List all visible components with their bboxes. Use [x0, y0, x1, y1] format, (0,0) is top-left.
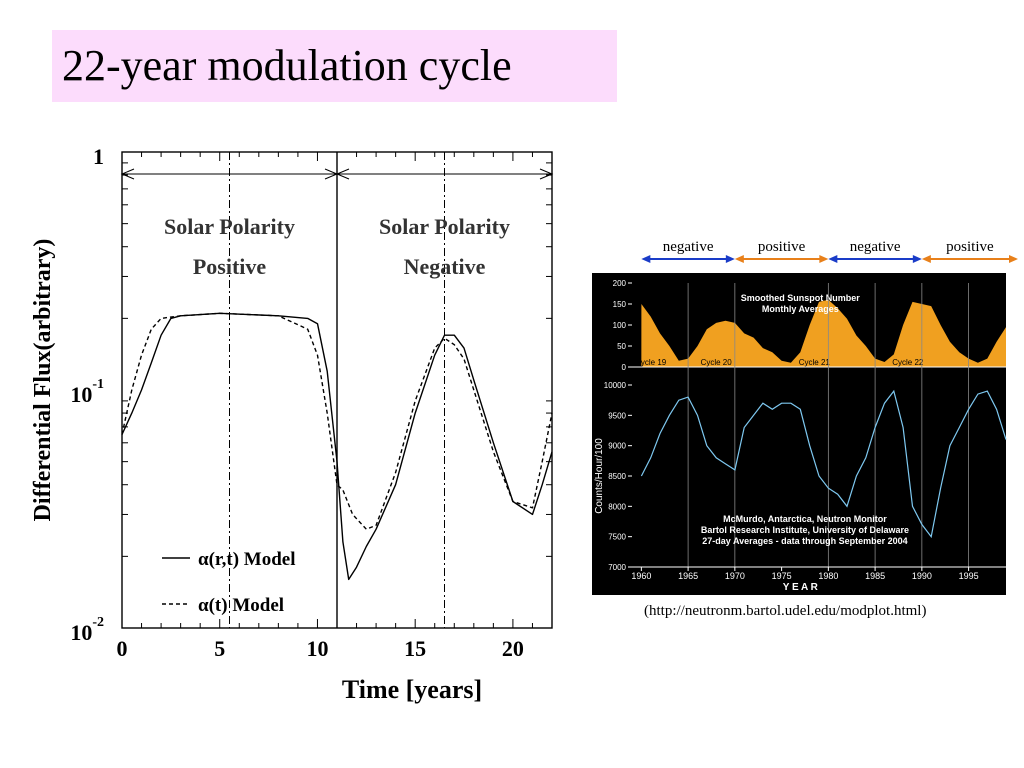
polarity-label: negative [663, 239, 714, 255]
sunspot-y-tick-label: 100 [613, 321, 627, 330]
polarity-label: positive [758, 239, 806, 255]
cycle-label: Cycle 19 [635, 358, 667, 367]
sunspot-neutron-chart: negative positive negative positive 0 50 100 15… [592, 239, 1018, 595]
region-label-line2: Negative [404, 254, 486, 279]
polarity-arrowhead [734, 255, 744, 263]
region-arrowhead-left [335, 168, 350, 180]
year-tick-label: 1980 [818, 571, 838, 581]
sunspot-title-line2: Monthly Averages [762, 304, 839, 314]
x-tick-label: 0 [117, 636, 128, 661]
slide-title: 22-year modulation cycle [62, 41, 512, 90]
legend-text: α(r,t) Model [198, 549, 296, 570]
year-axis-label: Y E A R [783, 582, 819, 593]
year-tick-label: 1970 [725, 571, 745, 581]
x-tick-label: 20 [502, 636, 524, 661]
sunspot-area [641, 299, 1006, 367]
neutron-annotation: 27-day Averages - data through September… [702, 536, 907, 546]
sunspot-y-tick-label: 0 [622, 363, 627, 372]
cycle-label: Cycle 22 [892, 358, 924, 367]
polarity-label: positive [946, 239, 994, 255]
region-label-line1: Solar Polarity [164, 214, 295, 239]
y-tick-label: 10-2 [70, 615, 104, 645]
neutron-y-tick-label: 7500 [608, 533, 626, 542]
y-axis-label: Differential Flux(arbitrary) [30, 239, 56, 522]
region-arrowhead-left [120, 168, 135, 180]
year-tick-label: 1985 [865, 571, 885, 581]
legend-text: α(t) Model [198, 595, 284, 616]
y-tick-label: 10-1 [70, 377, 104, 407]
polarity-arrowhead [1009, 255, 1018, 263]
neutron-annotation: McMurdo, Antarctica, Neutron Monitor [723, 514, 887, 524]
polarity-arrowhead [641, 255, 651, 263]
x-tick-label: 10 [306, 636, 328, 661]
sunspot-y-tick-label: 200 [613, 279, 627, 288]
year-tick-label: 1965 [678, 571, 698, 581]
neutron-annotation: Bartol Research Institute, University of… [701, 525, 909, 535]
sunspot-title-line1: Smoothed Sunspot Number [741, 293, 860, 303]
neutron-count-line [640, 389, 1007, 539]
region-arrowhead-right [539, 168, 554, 180]
title-box: 22-year modulation cycle [52, 30, 617, 102]
series-line [121, 312, 553, 581]
neutron-y-tick-label: 8000 [608, 502, 626, 511]
sunspot-y-tick-label: 50 [617, 342, 626, 351]
cycle-label: Cycle 21 [799, 358, 831, 367]
sunspot-y-tick-label: 150 [613, 300, 627, 309]
year-tick-label: 1995 [959, 571, 979, 581]
neutron-y-axis-label: Counts/Hour/100 [594, 438, 605, 514]
year-tick-label: 1960 [631, 571, 651, 581]
polarity-arrowhead [725, 255, 735, 263]
polarity-label: negative [850, 239, 901, 255]
y-tick-label: 1 [93, 144, 104, 169]
x-tick-label: 15 [404, 636, 426, 661]
x-tick-label: 5 [214, 636, 225, 661]
series-line [121, 312, 553, 530]
polarity-arrowhead [828, 255, 838, 263]
region-label-line1: Solar Polarity [379, 214, 510, 239]
year-tick-label: 1975 [772, 571, 792, 581]
neutron-y-tick-label: 7000 [608, 563, 626, 572]
source-citation: (http://neutronm.bartol.udel.edu/modplot… [644, 603, 927, 619]
chart-background [592, 273, 1006, 595]
neutron-y-tick-label: 9500 [608, 411, 626, 420]
cycle-label: Cycle 20 [701, 358, 733, 367]
flux-chart: 1 10-1 10-2 0 5 10 15 20 Time [years] Differentia… [30, 144, 554, 704]
polarity-arrowhead [921, 255, 931, 263]
x-axis-label: Time [years] [342, 675, 482, 704]
neutron-y-tick-label: 8500 [608, 472, 626, 481]
region-label-line2: Positive [193, 254, 267, 279]
neutron-y-tick-label: 9000 [608, 442, 626, 451]
neutron-y-tick-label: 10000 [604, 381, 627, 390]
year-tick-label: 1990 [912, 571, 932, 581]
polarity-arrowhead [912, 255, 922, 263]
polarity-arrowhead [819, 255, 829, 263]
